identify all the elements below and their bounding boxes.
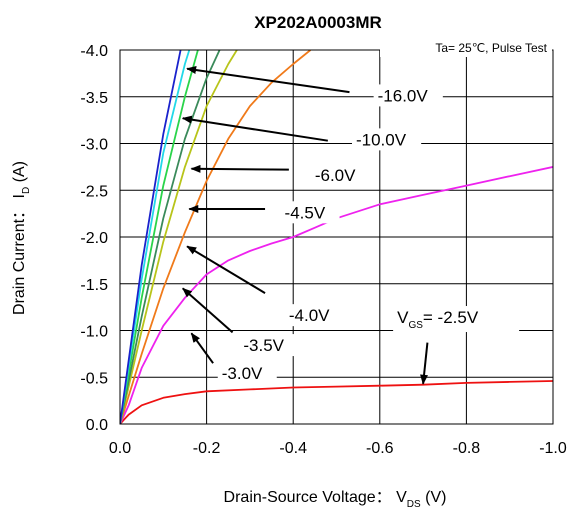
y-tick-label: -0.5 bbox=[80, 370, 108, 387]
y-tick-label: -2.0 bbox=[80, 230, 108, 247]
curve-label: -4.5V bbox=[285, 203, 326, 222]
condition-note: Ta= 25℃, Pulse Test bbox=[435, 41, 547, 55]
x-tick-label: 0.0 bbox=[109, 440, 131, 457]
annotations: -16.0V -10.0V-6.0V -4.5V -4.0V -3.5V -3.0V VGS… bbox=[183, 69, 519, 384]
y-tick-label: -3.0 bbox=[80, 137, 108, 154]
vgs-label-value: = -2.5V bbox=[423, 308, 479, 327]
y-tick-label: -1.0 bbox=[80, 324, 108, 341]
y-tick-label: -4.0 bbox=[80, 43, 108, 60]
curve-label: -4.0V bbox=[289, 306, 330, 325]
label-arrow bbox=[183, 118, 328, 140]
curve-label: -3.0V bbox=[222, 364, 263, 383]
label-arrow bbox=[183, 288, 233, 332]
grid bbox=[120, 50, 553, 424]
y-axis-ticks: -4.0 -3.5 -3.0 -2.5 -2.0 -1.5 -1.0 -0.5 0.0 bbox=[80, 43, 108, 434]
curve-label: -3.5V bbox=[243, 336, 284, 355]
label-arrow bbox=[191, 169, 288, 170]
y-tick-label: 0.0 bbox=[86, 417, 108, 434]
x-tick-label: -0.6 bbox=[366, 440, 394, 457]
y-axis-label-sub: D bbox=[21, 187, 32, 194]
curve-label: -10.0V bbox=[356, 130, 407, 149]
y-tick-label: -2.5 bbox=[80, 183, 108, 200]
x-axis-label-sub: DS bbox=[407, 499, 421, 510]
x-tick-label: -1.0 bbox=[539, 440, 567, 457]
label-arrow bbox=[187, 69, 349, 92]
label-arrow bbox=[187, 246, 265, 293]
curve-label: -6.0V bbox=[315, 166, 356, 185]
y-tick-label: -1.5 bbox=[80, 277, 108, 294]
y-axis-label: Drain Current： ID (A) bbox=[11, 161, 32, 315]
x-tick-label: -0.2 bbox=[193, 440, 221, 457]
vgs-label-sub: GS bbox=[408, 320, 423, 331]
vgs-label-symbol: V bbox=[397, 308, 409, 327]
x-tick-label: -0.4 bbox=[279, 440, 307, 457]
x-tick-label: -0.8 bbox=[453, 440, 481, 457]
x-axis-ticks: 0.0 -0.2 -0.4 -0.6 -0.8 -1.0 bbox=[109, 440, 567, 457]
y-tick-label: -3.5 bbox=[80, 90, 108, 107]
x-axis-label-unit: (V) bbox=[421, 489, 447, 506]
label-arrow bbox=[191, 333, 213, 363]
y-axis-label-main: Drain Current： I bbox=[11, 194, 28, 315]
chart-title: XP202A0003MR bbox=[254, 13, 382, 32]
x-axis-label: Drain-Source Voltage： VDS (V) bbox=[224, 489, 447, 510]
curve-vgs--2_5 bbox=[120, 381, 553, 424]
curve-label: -16.0V bbox=[378, 86, 429, 105]
x-axis-label-main: Drain-Source Voltage： V bbox=[224, 489, 408, 506]
y-axis-label-unit: (A) bbox=[11, 161, 28, 187]
